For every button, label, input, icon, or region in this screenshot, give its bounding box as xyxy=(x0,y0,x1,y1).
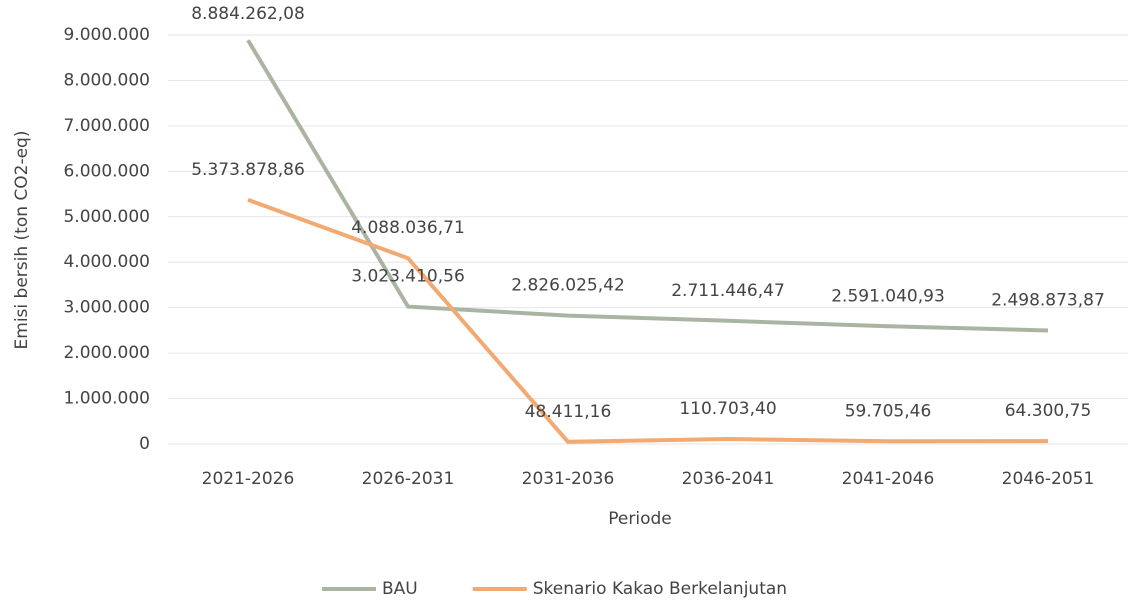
y-tick-label: 9.000.000 xyxy=(63,25,150,45)
x-tick-label: 2046-2051 xyxy=(1002,469,1095,489)
y-tick-label: 7.000.000 xyxy=(63,116,150,136)
y-tick-label: 2.000.000 xyxy=(63,343,150,363)
x-tick-label: 2041-2046 xyxy=(842,469,935,489)
y-tick-label: 4.000.000 xyxy=(63,252,150,272)
x-axis-title: Periode xyxy=(608,509,671,529)
data-label: 8.884.262,08 xyxy=(191,4,305,24)
data-label: 48.411,16 xyxy=(525,402,612,422)
y-tick-label: 5.000.000 xyxy=(63,207,150,227)
data-label: 64.300,75 xyxy=(1005,401,1092,421)
data-label: 4.088.036,71 xyxy=(351,218,465,238)
data-label: 2.826.025,42 xyxy=(511,276,625,296)
data-label: 3.023.410,56 xyxy=(351,267,465,287)
y-tick-label: 6.000.000 xyxy=(63,161,150,181)
data-label: 2.591.040,93 xyxy=(831,286,945,306)
legend-label: BAU xyxy=(382,579,418,599)
series-line xyxy=(246,39,1049,333)
y-tick-label: 1.000.000 xyxy=(63,389,150,409)
data-label: 2.498.873,87 xyxy=(991,290,1105,310)
y-tick-label: 3.000.000 xyxy=(63,298,150,318)
y-tick-label: 8.000.000 xyxy=(63,70,150,90)
data-label: 5.373.878,86 xyxy=(191,160,305,180)
data-label: 2.711.446,47 xyxy=(671,281,785,301)
y-tick-label: 0 xyxy=(139,434,150,454)
x-tick-label: 2021-2026 xyxy=(202,469,295,489)
x-tick-label: 2031-2036 xyxy=(522,469,615,489)
legend-label: Skenario Kakao Berkelanjutan xyxy=(533,579,787,599)
data-label: 59.705,46 xyxy=(845,401,932,421)
x-tick-label: 2036-2041 xyxy=(682,469,775,489)
data-label: 110.703,40 xyxy=(679,399,776,419)
series-line xyxy=(247,197,1049,444)
y-axis-title: Emisi bersih (ton CO2-eq) xyxy=(12,131,32,350)
x-tick-label: 2026-2031 xyxy=(362,469,455,489)
